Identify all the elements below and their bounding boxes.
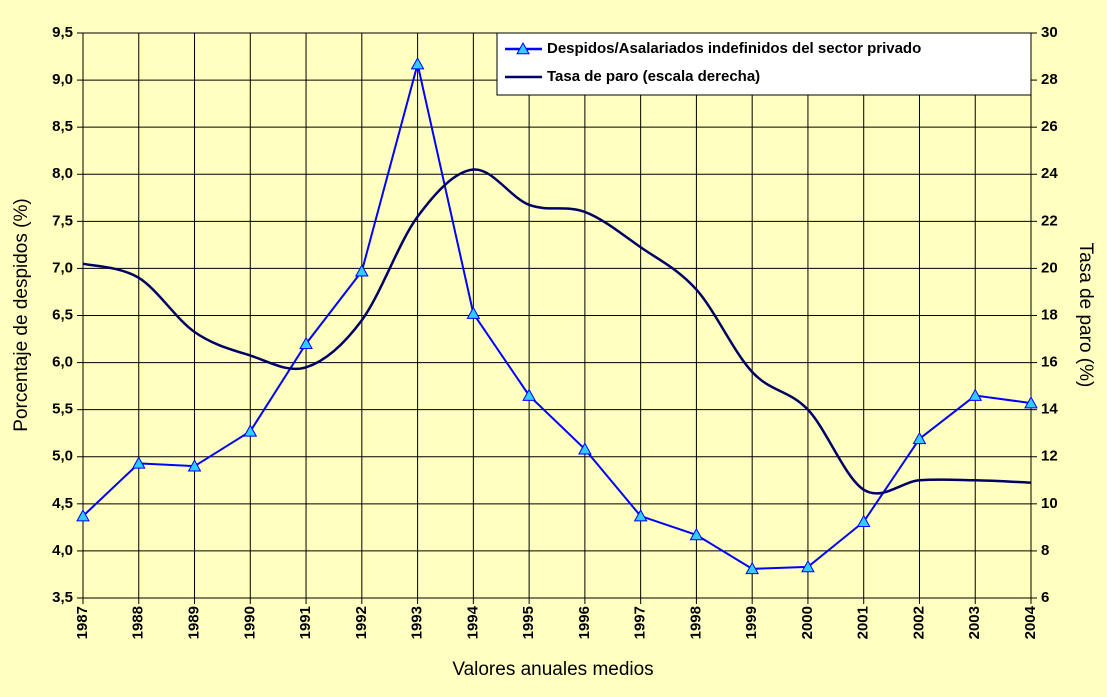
x-tick-label: 1993	[409, 606, 426, 639]
y2-tick-label: 6	[1041, 589, 1049, 606]
y2-tick-label: 28	[1041, 71, 1058, 88]
y2-tick-label: 24	[1041, 165, 1058, 182]
marker	[466, 306, 481, 319]
y-tick-label: 5,0	[52, 448, 73, 465]
x-axis-label: Valores anuales medios	[452, 659, 653, 680]
x-tick-label: 1990	[241, 606, 258, 639]
series-line	[82, 63, 1032, 570]
y2-tick-label: 12	[1041, 448, 1058, 465]
x-tick-label: 2002	[910, 606, 927, 639]
y-tick-label: 9,0	[52, 71, 73, 88]
y2-axis-label: Tasa de paro (%)	[1075, 243, 1096, 388]
y-tick-label: 9,5	[52, 24, 73, 41]
y2-tick-label: 8	[1041, 542, 1049, 559]
marker	[912, 431, 927, 445]
x-tick-label: 1998	[687, 606, 704, 639]
marker	[745, 561, 760, 575]
y2-tick-label: 30	[1041, 24, 1058, 41]
x-tick-label: 1987	[74, 606, 91, 639]
marker	[1024, 396, 1038, 409]
x-tick-label: 2001	[855, 606, 872, 639]
y-tick-label: 4,0	[52, 542, 73, 559]
x-tick-label: 1996	[576, 606, 593, 639]
x-tick-label: 1991	[297, 606, 314, 639]
x-tick-label: 2004	[1022, 605, 1039, 639]
plot	[76, 57, 1038, 575]
y-axis-label: Porcentaje de despidos (%)	[11, 198, 32, 431]
x-tick-label: 1999	[743, 606, 760, 639]
marker	[633, 509, 648, 522]
y-tick-label: 5,5	[52, 401, 73, 418]
y-tick-label: 8,5	[52, 118, 73, 135]
y-tick-label: 6,0	[52, 354, 73, 371]
y-tick-label: 6,5	[52, 306, 73, 323]
x-tick-label: 1997	[632, 606, 649, 639]
y2-tick-label: 20	[1041, 259, 1058, 276]
marker	[801, 559, 815, 573]
x-tick-label: 1989	[185, 606, 202, 639]
marker	[131, 456, 146, 469]
series-line	[82, 168, 1032, 495]
y-tick-label: 7,0	[52, 259, 73, 276]
y-tick-label: 7,5	[52, 212, 73, 229]
marker	[243, 424, 258, 437]
y2-tick-label: 16	[1041, 354, 1058, 371]
x-tick-label: 2000	[799, 606, 816, 639]
y-tick-label: 4,5	[52, 495, 73, 512]
x-tick-label: 1992	[353, 606, 370, 639]
legend-label: Tasa de paro (escala derecha)	[547, 68, 760, 85]
marker	[522, 388, 536, 401]
y2-tick-label: 10	[1041, 495, 1058, 512]
legend-label: Despidos/Asalariados indefinidos del sec…	[547, 40, 921, 57]
y2-tick-label: 14	[1041, 401, 1058, 418]
y2-tick-label: 18	[1041, 306, 1058, 323]
marker	[689, 527, 704, 541]
x-tick-label: 1995	[520, 606, 537, 639]
legend-box	[496, 32, 1032, 96]
marker	[299, 336, 313, 350]
legend-marker	[516, 41, 530, 55]
x-tick-label: 1988	[130, 606, 147, 639]
marker	[187, 459, 202, 472]
x-tick-label: 2003	[966, 606, 983, 639]
marker	[410, 57, 425, 70]
y2-tick-label: 22	[1041, 212, 1058, 229]
y2-tick-label: 26	[1041, 118, 1058, 135]
marker	[968, 388, 983, 401]
marker	[578, 442, 592, 455]
x-tick-label: 1994	[464, 605, 481, 639]
y-tick-label: 8,0	[52, 165, 73, 182]
y-tick-label: 3,5	[52, 589, 73, 606]
marker	[76, 509, 90, 522]
marker	[856, 514, 871, 528]
marker	[354, 264, 369, 277]
